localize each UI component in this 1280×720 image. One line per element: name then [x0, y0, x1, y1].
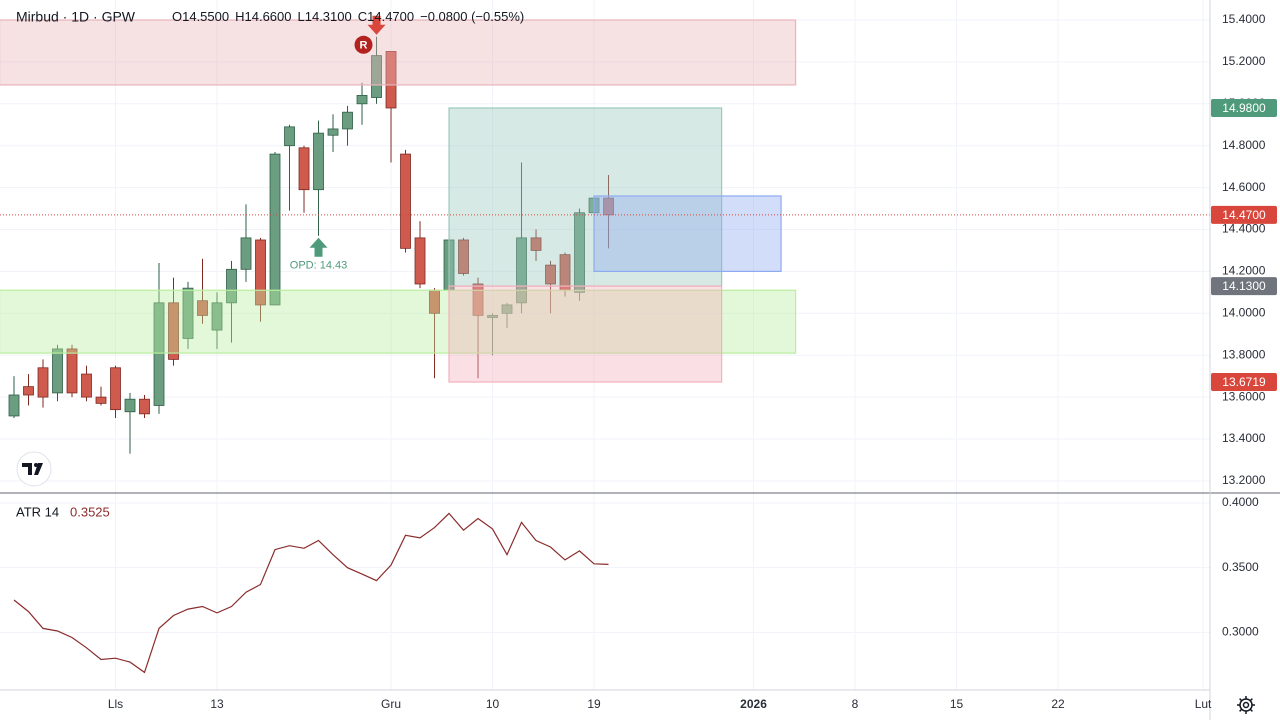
candle-body [139, 398, 150, 415]
candle-body [8, 394, 20, 417]
candle-body [182, 287, 194, 339]
candle-body [66, 348, 78, 394]
y-tick-label: 0.4000 [1222, 495, 1259, 509]
arrow-down [367, 15, 386, 35]
x-tick-label: 13 [210, 697, 224, 711]
y-tick-label: 13.4000 [1222, 431, 1266, 445]
annotation-label: OPD: 14.43 [290, 260, 347, 272]
x-tick-label: 8 [852, 697, 859, 711]
candle-body [327, 128, 339, 136]
y-tick-label: 13.2000 [1222, 473, 1266, 487]
candle-body [298, 147, 310, 191]
y-tick-label: 14.0000 [1222, 305, 1266, 319]
candle-body [52, 348, 63, 394]
candle-body [501, 304, 513, 314]
arrow-up [309, 237, 328, 257]
header-item: −0.0800 (−0.55%) [420, 9, 524, 24]
axes: 15.400015.200015.000014.800014.600014.40… [108, 12, 1277, 711]
x-tick-label: 15 [950, 697, 964, 711]
candle-body [153, 302, 165, 406]
candle-body [197, 300, 208, 316]
price-tag-label: 13.6719 [1222, 375, 1266, 389]
y-tick-label: 0.3000 [1222, 624, 1259, 638]
price-tag-label: 14.1300 [1222, 279, 1266, 293]
header-item: C14.4700 [358, 9, 414, 24]
x-tick-label: 2026 [740, 697, 767, 711]
candle-body [284, 126, 295, 147]
price-tag [1211, 277, 1277, 296]
price-tag [1211, 98, 1277, 117]
candle-body [574, 212, 585, 293]
y-tick-label: 15.4000 [1222, 12, 1266, 26]
zone [0, 19, 797, 86]
settings-icon[interactable] [1237, 696, 1255, 714]
candle-body [400, 153, 411, 249]
header-item: H14.6600 [235, 9, 291, 24]
indicator-name: ATR 14 [16, 504, 59, 519]
candle-body [226, 268, 237, 304]
x-tick-label: 22 [1051, 697, 1065, 711]
y-tick-label: 14.6000 [1222, 180, 1266, 194]
marks [8, 36, 614, 674]
ohlc-header: O14.5500 H14.6600 L14.3100 C14.4700 −0.0800 … [172, 9, 524, 24]
y-tick-label: 13.6000 [1222, 389, 1266, 403]
price-tag [1211, 205, 1277, 224]
y-tick-label: 14.8000 [1222, 138, 1266, 152]
candle-body [95, 396, 107, 404]
candle-body [313, 132, 324, 191]
candle-body [356, 95, 368, 105]
header-item: O14.5500 [172, 9, 229, 24]
candle-body [23, 386, 34, 396]
indicator-value: 0.3525 [70, 504, 110, 519]
marker-circle [354, 35, 373, 54]
x-tick-label: 10 [486, 697, 500, 711]
candle-body [414, 237, 426, 285]
y-tick-label: 0.3500 [1222, 560, 1259, 574]
candle-body [385, 51, 397, 109]
tv-logo [16, 451, 52, 487]
marker-label: R [360, 40, 368, 52]
x-tick-label: Gru [381, 697, 401, 711]
candle-body [545, 264, 556, 285]
overlays: OPD: 14.43 R [0, 15, 1210, 383]
header-item: L14.3100 [298, 9, 352, 24]
candle-body [211, 302, 223, 331]
zone [448, 285, 723, 383]
candle-body [124, 398, 136, 413]
y-tick-label: 14.4000 [1222, 222, 1266, 236]
candle-body [255, 239, 266, 306]
zone [0, 289, 797, 354]
candle-body [269, 153, 281, 306]
y-tick-label: 15.2000 [1222, 54, 1266, 68]
symbol-title: Mirbud · 1D · GPW [16, 9, 136, 25]
price-tag-label: 14.4700 [1222, 208, 1266, 222]
candle-body [603, 197, 614, 216]
candle-body [458, 239, 469, 274]
y-tick-label: 14.2000 [1222, 264, 1266, 278]
price-tag [1211, 373, 1277, 392]
atr-line [13, 512, 609, 674]
candle-body [371, 55, 382, 98]
candle-body [342, 111, 353, 130]
x-tick-label: Lut [1195, 697, 1212, 711]
candle-body [81, 373, 92, 398]
candle-body [472, 283, 484, 316]
candle-body [487, 314, 498, 318]
candle-body [530, 237, 542, 251]
y-tick-label: 13.8000 [1222, 347, 1266, 361]
zone [593, 195, 782, 273]
candle-body [110, 367, 121, 411]
candle-body [516, 237, 527, 304]
candle-body [37, 367, 49, 398]
candle-body [240, 237, 252, 270]
price-tag-label: 14.9800 [1222, 101, 1266, 115]
zone [448, 107, 723, 287]
x-tick-label: 19 [587, 697, 601, 711]
candle-body [168, 302, 179, 360]
x-tick-label: Lls [108, 697, 123, 711]
